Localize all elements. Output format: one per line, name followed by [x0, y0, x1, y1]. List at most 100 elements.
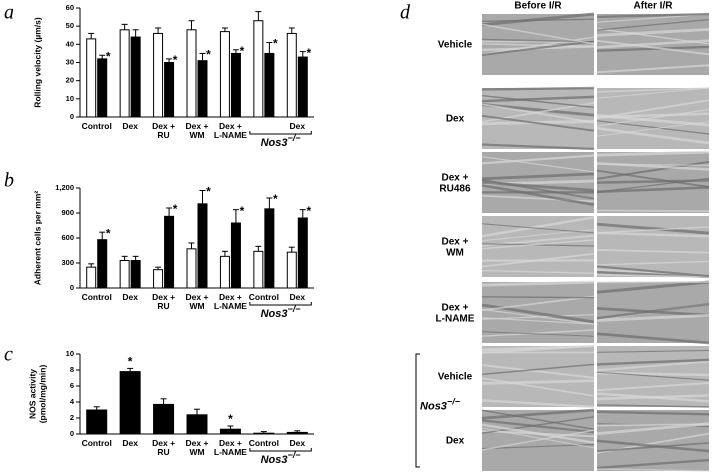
row-label: Dex	[446, 435, 465, 446]
micrograph-texture	[481, 103, 595, 117]
micrograph-texture	[481, 183, 595, 207]
micrograph-texture	[596, 64, 710, 74]
y-axis-label: Adherent cells per mm²	[32, 191, 42, 286]
bar	[153, 32, 164, 118]
micrograph-texture	[481, 409, 595, 431]
x-tick-label: Dex + L-NAME	[214, 438, 247, 457]
micrograph-texture	[596, 439, 710, 453]
row-label: Dex	[446, 113, 465, 124]
significance-star: *	[173, 202, 178, 216]
micrograph-texture	[596, 150, 710, 157]
micrograph-texture	[596, 442, 710, 452]
micrograph-texture	[596, 302, 710, 320]
micrograph-texture	[481, 114, 595, 132]
row-label: Vehicle	[438, 39, 473, 50]
micrograph-texture	[596, 382, 710, 392]
x-tick-label: Dex	[122, 121, 138, 131]
micrograph-texture	[481, 223, 595, 234]
micrograph	[481, 86, 595, 151]
micrograph-texture	[481, 331, 595, 337]
micrograph-texture	[481, 156, 595, 173]
group-label: Nos3−/−	[261, 450, 302, 466]
significance-star: *	[240, 44, 245, 58]
bar	[186, 414, 208, 435]
micrograph-texture	[596, 186, 710, 194]
row-label: Dex + RU486	[439, 172, 471, 194]
x-tick-label: Control	[82, 438, 112, 448]
x-tick-label: Dex + WM	[186, 438, 209, 457]
y-tick-label: 10	[66, 94, 74, 103]
micrograph-texture	[596, 169, 710, 188]
genotype: −/−	[288, 304, 302, 314]
micrograph	[596, 216, 710, 279]
micrograph-texture	[596, 28, 710, 37]
micrograph-texture	[596, 332, 710, 345]
micrograph-texture	[481, 95, 595, 103]
group-label: Nos3−/−	[261, 133, 302, 149]
micrograph-texture	[481, 408, 595, 420]
micrograph-texture	[596, 87, 710, 99]
micrograph-texture	[596, 39, 710, 56]
y-axis-label: NOS activity	[27, 369, 37, 419]
micrograph-texture	[596, 161, 710, 171]
micrograph-texture	[481, 379, 595, 385]
bar	[164, 215, 175, 289]
significance-star: *	[173, 53, 178, 67]
bar	[164, 62, 175, 118]
micrograph	[596, 150, 710, 213]
micrograph-texture	[481, 317, 595, 325]
micrograph-texture	[596, 458, 710, 470]
micrograph-texture	[481, 269, 595, 274]
group-bracket	[249, 448, 312, 452]
x-tick-label: Dex + WM	[186, 292, 209, 311]
micrograph-texture	[481, 103, 595, 124]
bar	[119, 260, 130, 289]
significance-star: *	[106, 226, 111, 240]
column-header: Before I/R	[514, 1, 562, 12]
genotype: −/−	[288, 450, 302, 460]
x-tick-label: Dex + RU	[152, 438, 175, 457]
y-tick-label: 2	[70, 413, 74, 422]
micrograph-texture	[596, 114, 710, 127]
significance-star: *	[306, 204, 311, 218]
row-label: Dex + WM	[442, 236, 469, 258]
micrograph-texture	[596, 394, 710, 401]
genotype: −/−	[447, 397, 461, 407]
bar	[297, 56, 308, 118]
micrograph-texture	[596, 468, 710, 472]
micrograph-texture	[596, 231, 710, 238]
bar	[219, 428, 241, 435]
bar	[286, 251, 297, 289]
y-tick-label: 0	[70, 112, 74, 121]
micrograph-texture	[481, 308, 595, 325]
micrograph	[481, 344, 595, 409]
micrograph-texture	[481, 443, 595, 450]
y-tick-label: 60	[66, 3, 74, 12]
significance-star: *	[106, 49, 111, 63]
bar	[153, 269, 164, 289]
micrograph	[596, 12, 710, 75]
bar	[264, 208, 275, 289]
group-label: Nos3−/−	[261, 304, 302, 320]
micrograph-texture	[596, 45, 710, 52]
micrograph-texture	[481, 329, 595, 337]
y-tick-label: 10	[66, 349, 74, 358]
x-tick-label: Dex	[289, 121, 305, 131]
x-tick-label: Dex + RU	[152, 121, 175, 140]
x-tick-label: Control	[82, 121, 112, 131]
micrograph-texture	[596, 99, 710, 120]
x-tick-label: Control	[82, 292, 112, 302]
bar	[253, 250, 264, 289]
y-tick-label: 30	[66, 57, 74, 66]
panel-letter: b	[4, 170, 14, 192]
micrograph-texture	[596, 249, 710, 254]
micrograph-texture	[596, 209, 710, 212]
y-tick-label: 900	[61, 208, 74, 217]
micrograph-texture	[596, 226, 710, 234]
micrograph-texture	[596, 410, 710, 416]
y-tick-label: 1,200	[55, 183, 74, 192]
bar	[219, 31, 230, 118]
x-tick-label: Control	[249, 438, 279, 448]
bar	[286, 32, 297, 118]
